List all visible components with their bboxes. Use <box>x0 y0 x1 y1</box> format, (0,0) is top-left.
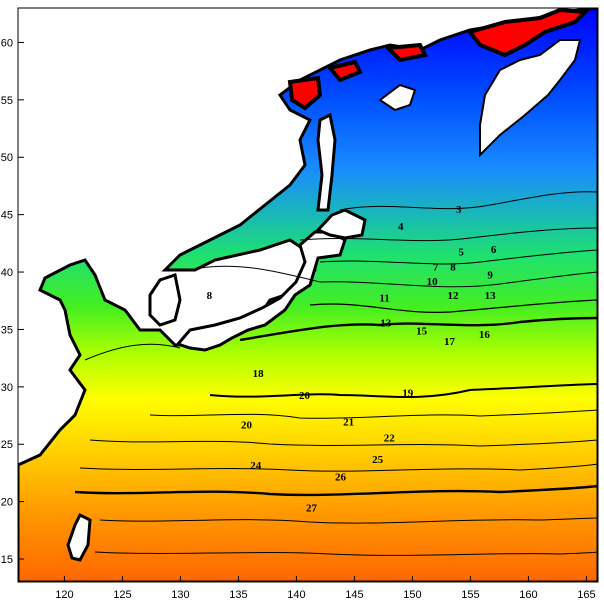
contour-label: 11 <box>379 292 389 304</box>
contour-lines <box>74 191 598 556</box>
contour-label: 8 <box>450 261 456 273</box>
plot-frame <box>17 7 599 583</box>
contour-label: 17 <box>444 336 456 348</box>
okhotsk-inlet-land <box>378 83 417 112</box>
cold-patch-4 <box>466 8 590 58</box>
contour-label: 3 <box>456 204 462 216</box>
contour-label: 10 <box>427 276 439 288</box>
contour-label: 12 <box>448 290 460 302</box>
y-axis-tick-label: 15 <box>1 554 13 566</box>
x-axis-tick-label: 125 <box>113 589 131 601</box>
cold-patch-1 <box>287 75 323 111</box>
y-axis-tick-label: 60 <box>1 37 13 49</box>
contour-label: 20 <box>299 390 311 402</box>
japan-land <box>175 230 347 352</box>
axes: 120 125 130 135 140 145 150 155 160 1651520253035… <box>1 37 596 601</box>
x-axis-tick-label: 160 <box>519 589 537 601</box>
contour-label: 21 <box>343 416 354 428</box>
y-axis-tick-label: 25 <box>1 439 13 451</box>
x-axis-tick-label: 165 <box>577 589 595 601</box>
x-axis-tick-label: 150 <box>403 589 421 601</box>
contour-label: 5 <box>458 246 464 258</box>
contour-label: 18 <box>253 368 265 380</box>
contour-label: 26 <box>335 471 347 483</box>
contour-label: 6 <box>491 244 497 256</box>
cold-patch-2 <box>326 59 363 83</box>
contour-label: 19 <box>402 388 414 400</box>
contour-label: 25 <box>372 454 384 466</box>
contour-label: 4 <box>398 221 404 233</box>
contour-label: 7 <box>433 261 439 273</box>
x-axis-tick-label: 120 <box>55 589 73 601</box>
x-axis-tick-label: 140 <box>287 589 305 601</box>
kamchatka-land <box>479 39 582 158</box>
x-axis-tick-label: 135 <box>229 589 247 601</box>
contour-label: 22 <box>384 432 396 444</box>
y-axis-tick-label: 40 <box>1 267 13 279</box>
x-axis-tick-label: 130 <box>171 589 189 601</box>
contour-label: 27 <box>306 502 318 514</box>
contour-label: 24 <box>250 460 262 472</box>
hokkaido-land <box>315 208 367 240</box>
contour-label: 9 <box>487 269 493 281</box>
y-axis-tick-label: 45 <box>1 210 13 222</box>
y-axis-tick-label: 20 <box>1 497 13 509</box>
sakhalin-land <box>316 112 337 212</box>
contour-label: 20 <box>241 420 253 432</box>
cold-patch-3 <box>383 42 428 63</box>
y-axis-tick-label: 55 <box>1 95 13 107</box>
x-axis-tick-label: 155 <box>461 589 479 601</box>
contour-label: 15 <box>416 326 428 338</box>
x-axis-tick-label: 145 <box>345 589 363 601</box>
contour-label: 16 <box>479 329 491 341</box>
y-axis-tick-label: 30 <box>1 382 13 394</box>
korea-land <box>148 273 182 327</box>
y-axis-tick-label: 50 <box>1 152 13 164</box>
contour-label: 13 <box>485 290 497 302</box>
contour-label: 8 <box>207 290 213 302</box>
taiwan-land <box>66 512 92 562</box>
y-axis-tick-label: 35 <box>1 324 13 336</box>
contour-label: 13 <box>380 318 392 330</box>
